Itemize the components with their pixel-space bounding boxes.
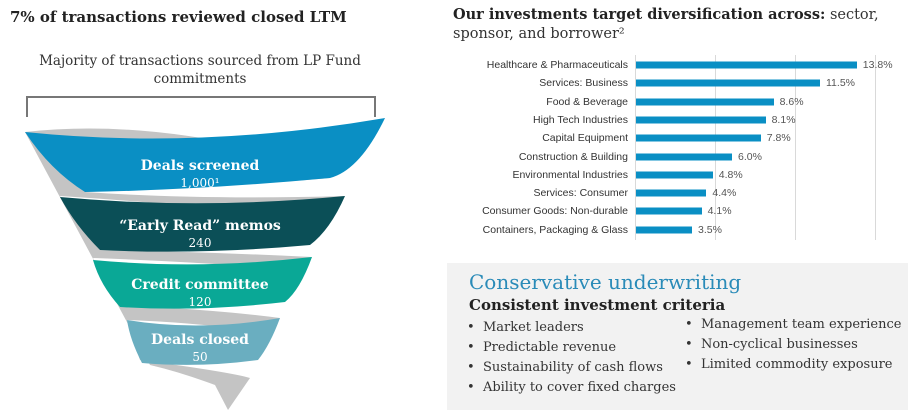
category-label: Capital Equipment [542, 132, 628, 145]
gridline [795, 55, 796, 240]
criteria-item: • Limited commodity exposure [685, 357, 893, 372]
value-label: 3.5% [698, 223, 722, 236]
funnel-band-2 [60, 196, 345, 252]
value-label: 13.8% [862, 59, 893, 71]
bar [636, 153, 732, 160]
criteria-item: • Predictable revenue [467, 340, 617, 355]
value-label: 4.8% [718, 168, 743, 181]
bar [636, 79, 820, 87]
funnel-label-2: “Early Read” memos [119, 218, 281, 234]
criteria-item: • Non-cyclical businesses [685, 337, 858, 352]
funnel-ribbon [25, 128, 345, 410]
value-label: 7.8% [766, 132, 791, 145]
funnel-band-4 [127, 318, 280, 365]
bar [636, 98, 774, 106]
gridline [715, 55, 716, 240]
right-title-bold: Our investments target diversification a… [453, 6, 826, 23]
category-label: High Tech Industries [533, 113, 628, 126]
criteria-item: • Market leaders [467, 320, 584, 335]
funnel-band-3 [93, 257, 312, 309]
funnel-label-1: Deals screened [141, 158, 260, 174]
funnel-subtitle: Majority of transactions sourced from LP… [39, 53, 361, 87]
value-label: 11.5% [826, 77, 855, 90]
left-title: 7% of transactions reviewed closed LTM [10, 8, 347, 26]
category-label: Food & Beverage [546, 95, 628, 108]
category-label: Healthcare & Pharmaceuticals [486, 59, 628, 71]
bar [636, 134, 761, 142]
gridline [875, 55, 876, 240]
panel-subtitle: Consistent investment criteria [469, 296, 726, 314]
criteria-item: • Sustainability of cash flows [467, 360, 663, 375]
funnel-band-1 [25, 118, 385, 192]
right-title: Our investments target diversification a… [453, 5, 893, 44]
gridline [635, 55, 636, 240]
bar [636, 116, 766, 124]
value-label: 8.6% [779, 95, 804, 108]
bar [636, 61, 857, 69]
funnel-label-4: Deals closed [151, 332, 249, 348]
funnel-value-2: 240 [189, 236, 212, 250]
funnel-value-4: 50 [192, 350, 207, 364]
category-label: Containers, Packaging & Glass [482, 223, 628, 236]
bar [636, 171, 713, 179]
value-label: 8.1% [771, 113, 796, 126]
right-title-rest: sector, sponsor, and borrower² [453, 7, 879, 42]
value-label: 4.4% [712, 187, 737, 200]
value-label: 4.1% [707, 205, 732, 218]
funnel-diagram: Deals screened 1,000¹ “Early Read” memos… [25, 96, 385, 410]
funnel-value-3: 120 [189, 295, 212, 309]
value-label: 6.0% [738, 150, 762, 163]
bar [636, 207, 702, 215]
category-label: Services: Business [539, 77, 628, 90]
underwriting-panel: Conservative underwriting Consistent inv… [447, 263, 908, 410]
funnel-label-3: Credit committee [131, 277, 269, 293]
category-label: Environmental Industries [512, 168, 628, 181]
criteria-item: • Ability to cover fixed charges [467, 380, 676, 395]
panel-title: Conservative underwriting [469, 270, 742, 294]
funnel-value-1: 1,000¹ [180, 176, 219, 190]
bracket [26, 96, 376, 117]
criteria-item: • Management team experience [685, 317, 902, 332]
bar [636, 226, 692, 234]
category-label: Construction & Building [518, 150, 628, 163]
category-label: Services: Consumer [533, 187, 628, 200]
bar [636, 189, 707, 197]
category-label: Consumer Goods: Non-durable [482, 205, 628, 218]
